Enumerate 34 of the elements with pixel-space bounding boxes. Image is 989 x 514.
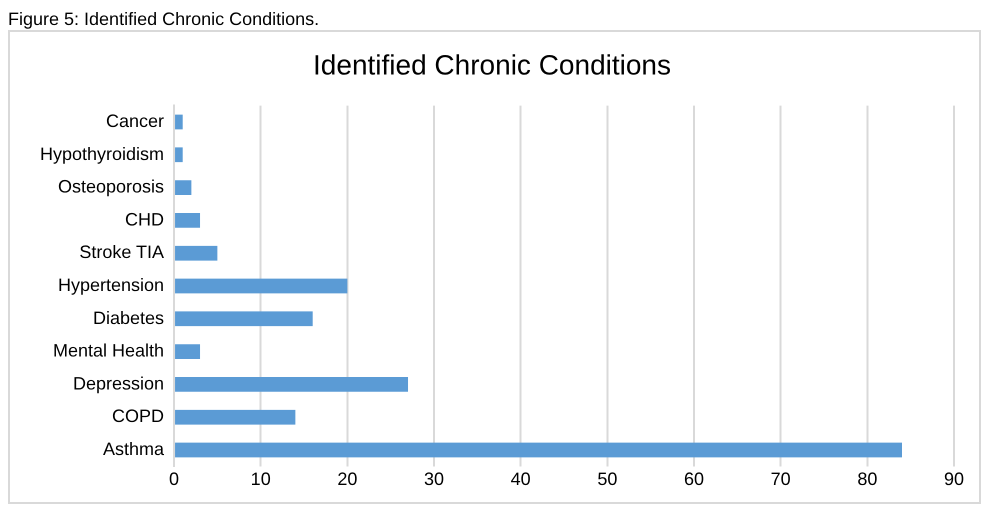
chart-title: Identified Chronic Conditions	[313, 50, 671, 81]
bar	[175, 311, 313, 326]
bar	[175, 377, 408, 392]
x-tick-label: 60	[684, 469, 704, 490]
bar	[175, 278, 348, 294]
bar	[175, 344, 200, 359]
x-tick-label: 70	[770, 469, 791, 490]
x-tick-label: 50	[597, 469, 618, 490]
y-tick-label: Osteoporosis	[58, 176, 164, 197]
bar	[175, 246, 218, 261]
x-tick-label: 30	[424, 469, 444, 490]
y-tick-label: Hypertension	[58, 274, 164, 295]
x-tick-label: 80	[857, 469, 878, 490]
y-tick-label: Hypothyroidism	[40, 144, 164, 164]
y-tick-label: Stroke TIA	[79, 242, 164, 262]
y-tick-label: Diabetes	[92, 308, 164, 328]
y-tick-label: Cancer	[106, 110, 164, 131]
x-tick-label: 40	[510, 469, 531, 490]
bar	[175, 180, 192, 195]
bar	[175, 213, 200, 228]
x-tick-label: 20	[337, 469, 358, 490]
bar	[175, 114, 183, 130]
y-tick-label: Mental Health	[52, 340, 164, 361]
bar	[175, 442, 902, 458]
caption: Figure 5: Identified Chronic Conditions.	[8, 8, 320, 30]
x-tick-label: 0	[169, 469, 180, 490]
bar	[175, 147, 183, 162]
y-tick-label: Depression	[72, 373, 164, 394]
bar	[175, 410, 296, 425]
x-tick-label: 10	[250, 469, 271, 490]
y-tick-label: Asthma	[103, 438, 166, 459]
x-tick-label: 90	[944, 469, 964, 490]
y-tick-label: CHD	[125, 209, 164, 230]
y-tick-label: COPD	[112, 406, 164, 426]
